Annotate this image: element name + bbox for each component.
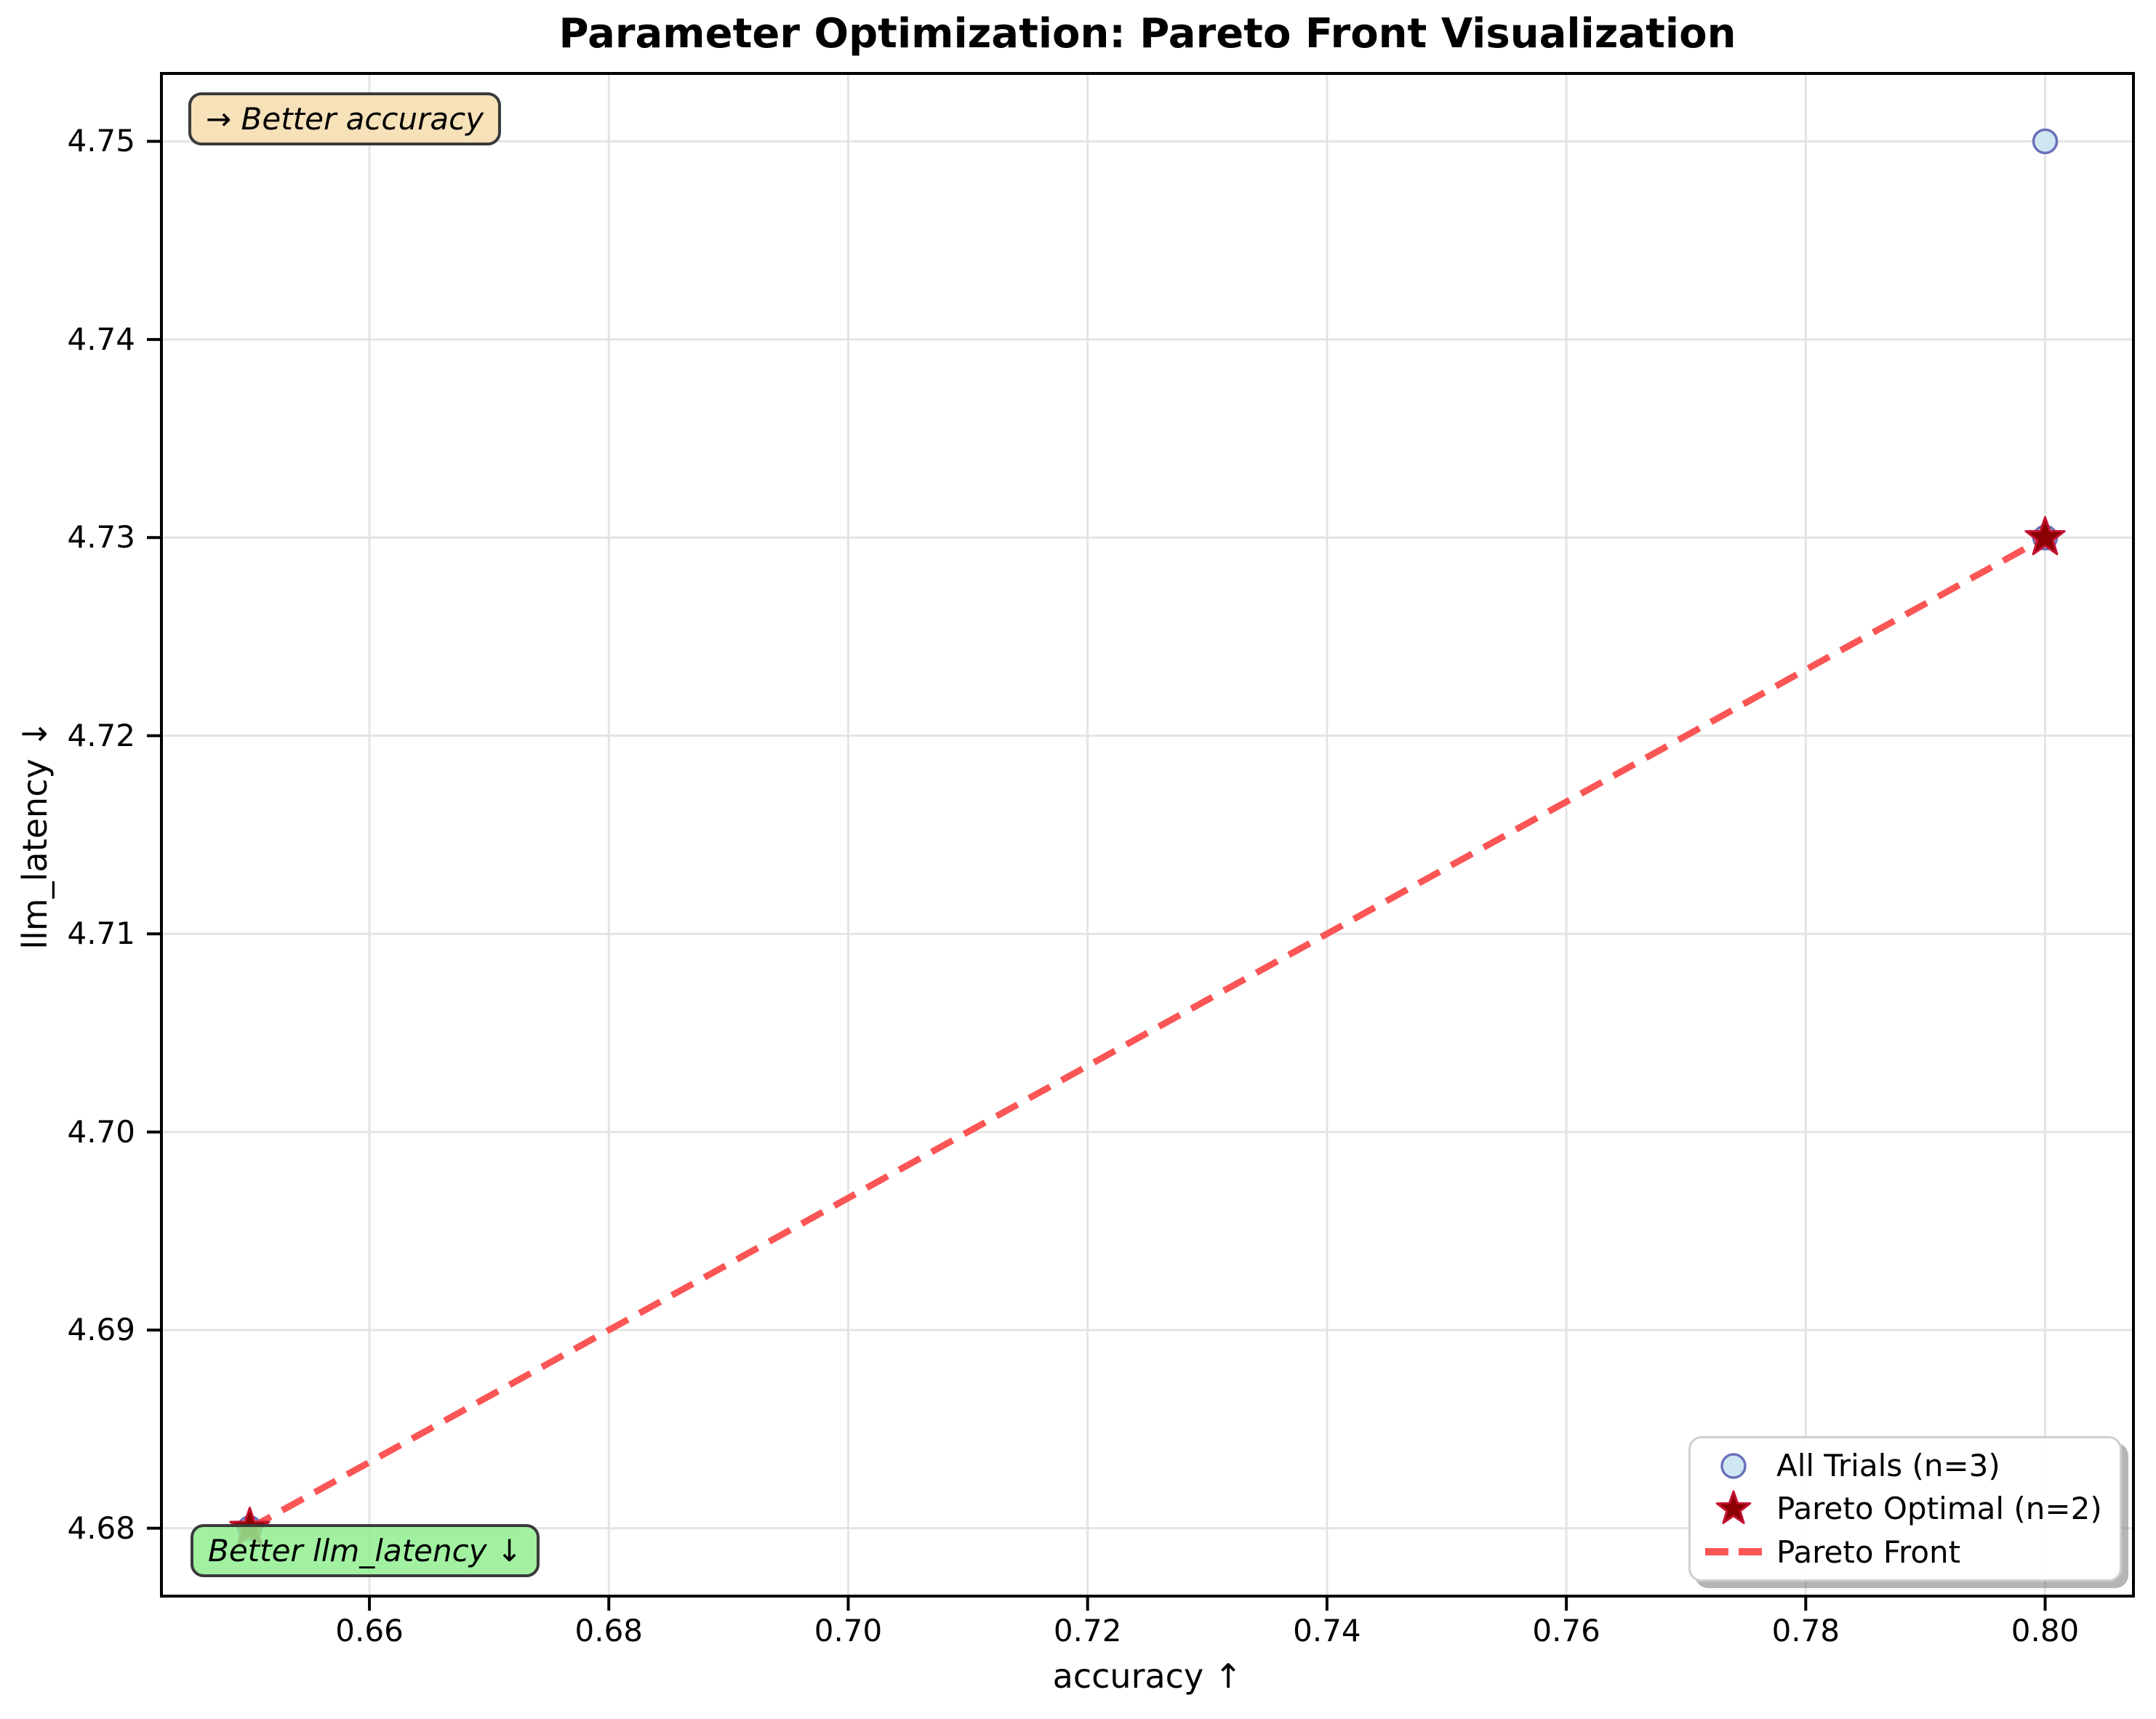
- y-tick-label: 4.75: [67, 123, 135, 159]
- legend-label-pareto-front: Pareto Front: [1776, 1534, 1961, 1570]
- y-tick-label: 4.68: [67, 1510, 135, 1546]
- y-tick-label: 4.70: [67, 1113, 135, 1150]
- x-tick-label: 0.78: [1771, 1613, 1840, 1648]
- x-tick-label: 0.80: [2011, 1613, 2080, 1648]
- y-tick-label: 4.73: [67, 519, 135, 556]
- legend-item-pareto-optimal: Pareto Optimal (n=2): [1691, 1488, 2120, 1530]
- x-tick-label: 0.66: [335, 1613, 404, 1648]
- plot-spines: [160, 72, 2135, 1598]
- pareto-point: [2024, 516, 2066, 556]
- x-tick-label: 0.74: [1293, 1613, 1361, 1648]
- dashed-line-icon: [1691, 1531, 1776, 1572]
- pareto-star-icon: [1691, 1488, 1776, 1529]
- y-tick-label: 4.71: [67, 915, 135, 952]
- x-tick-label: 0.68: [574, 1613, 644, 1648]
- better-accuracy-annotation: → Better accuracy: [188, 92, 502, 145]
- pareto-front-line: [248, 534, 2047, 1531]
- legend-item-pareto-front: Pareto Front: [1691, 1531, 2120, 1573]
- trial-circle-icon: [1691, 1446, 1776, 1486]
- better-latency-annotation: Better llm_latency ↓: [191, 1524, 540, 1577]
- y-tick-label: 4.74: [67, 321, 135, 357]
- x-tick-label: 0.70: [814, 1613, 883, 1648]
- x-tick-label: 0.76: [1532, 1613, 1600, 1648]
- plot-area: [147, 72, 2135, 1611]
- chart-title: Parameter Optimization: Pareto Front Vis…: [558, 10, 1736, 57]
- legend-item-all-trials: All Trials (n=3): [1691, 1445, 2120, 1487]
- legend-label-pareto-optimal: Pareto Optimal (n=2): [1776, 1491, 2102, 1527]
- legend: All Trials (n=3) Pareto Optimal (n=2) Pa…: [1688, 1436, 2122, 1582]
- legend-label-all-trials: All Trials (n=3): [1776, 1448, 2000, 1484]
- trial-point: [2032, 128, 2059, 155]
- y-tick-label: 4.72: [67, 717, 135, 753]
- x-axis-label: accuracy ↑: [1052, 1656, 1243, 1696]
- x-tick-label: 0.72: [1053, 1613, 1122, 1648]
- y-tick-label: 4.69: [67, 1312, 135, 1348]
